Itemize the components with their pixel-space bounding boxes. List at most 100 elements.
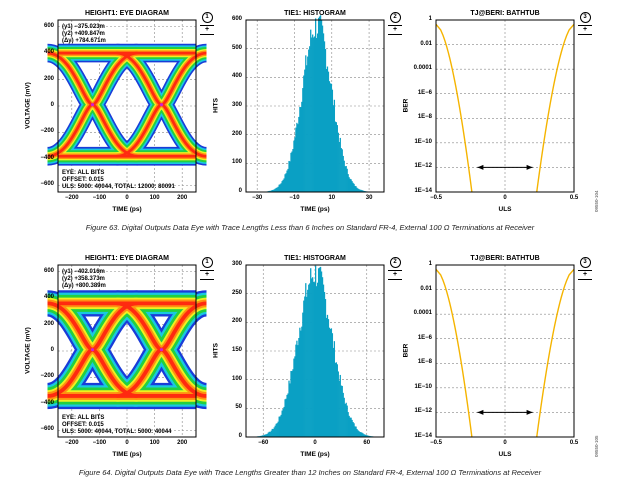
plot-area (245, 15, 385, 193)
x-tick-label: 0 (313, 440, 317, 446)
y-tick-label: 50 (235, 404, 242, 411)
y-tick-label: 150 (231, 347, 242, 353)
histogram-bar (317, 17, 320, 192)
histogram-bar (308, 284, 310, 437)
histogram-bar (259, 435, 262, 437)
histogram-bar (274, 188, 276, 192)
histogram-bar (338, 141, 340, 192)
y-tick-label: 200 (231, 130, 242, 137)
y-axis-label: BER (402, 98, 410, 113)
histogram-bar (326, 314, 329, 437)
histogram-bar (321, 277, 324, 437)
histogram-bar (305, 55, 307, 192)
histogram-bar (324, 49, 327, 193)
y-tick-label: 1E−6 (417, 89, 432, 96)
y-tick-label: 1E−14 (414, 433, 432, 439)
histogram-bar (269, 190, 271, 192)
histogram-bar (292, 149, 294, 192)
histogram-bar (286, 394, 288, 437)
badge-divider (578, 34, 592, 35)
y-tick-label: 1E−12 (414, 163, 432, 170)
histogram-bar (362, 433, 364, 437)
y-tick-label: 1E−10 (414, 383, 432, 390)
histogram-bar (277, 186, 279, 192)
figure-63-code: 09550-104 (594, 190, 599, 212)
y-tick-label: 1 (428, 261, 432, 267)
histogram-bar (336, 364, 338, 437)
histogram-bar (329, 83, 332, 192)
histogram-bar (272, 189, 274, 192)
histogram-bar (289, 383, 291, 437)
y-tick-label: 200 (43, 75, 54, 82)
x-tick-label: −0.5 (430, 195, 442, 201)
histogram-bar (367, 435, 369, 437)
histogram-bar (343, 160, 345, 192)
x-axis-label: ULS (498, 451, 512, 458)
histogram-bar (325, 317, 328, 437)
histogram-bar (297, 345, 299, 437)
y-tick-label: 0 (50, 102, 54, 108)
eye-info-text: EYE: ALL BITS (62, 415, 104, 421)
x-tick-label: 10 (328, 195, 336, 201)
histogram-bar (318, 267, 321, 437)
eye-info-text: OFFSET: 0.015 (62, 177, 104, 183)
histogram-bar (336, 125, 338, 192)
histogram-bar (365, 435, 367, 437)
histogram-bar (299, 327, 301, 437)
histogram-bar (319, 15, 322, 192)
plus-icon: + (392, 26, 398, 33)
histogram-bar (339, 137, 341, 192)
histogram-bar (296, 340, 298, 437)
chart-title: TIE1: HISTOGRAM (284, 10, 346, 17)
histogram-bar (363, 190, 365, 192)
y-tick-label: 1E−12 (414, 408, 432, 415)
histogram-bar (326, 66, 329, 192)
plot-area (435, 19, 575, 193)
histogram-bar (359, 431, 361, 437)
plot-area (245, 264, 385, 438)
histogram-bar (276, 423, 278, 437)
histogram-bar (261, 435, 264, 437)
histogram-bar (362, 190, 364, 192)
histogram-bar (359, 189, 361, 192)
histogram-bar (342, 392, 344, 437)
arrowhead-right-icon (526, 409, 533, 415)
histogram-bar (344, 403, 346, 437)
plus-icon: + (204, 26, 210, 33)
histogram-bar (331, 333, 334, 437)
histogram-bar (341, 149, 343, 192)
x-tick-label: 0 (125, 195, 129, 201)
y-tick-label: 200 (231, 318, 242, 325)
badge-divider (200, 34, 214, 35)
histogram-bar (266, 433, 268, 437)
histogram-bar (304, 69, 306, 192)
histogram-bar (328, 327, 331, 437)
y-tick-label: −200 (40, 128, 54, 135)
figure-63-caption: Figure 63. Digital Outputs Data Eye with… (85, 223, 535, 232)
channel-number-icon: 3 (579, 12, 591, 23)
badge-divider (578, 279, 592, 280)
histogram-bar (330, 328, 333, 437)
channel-badge-2: 2 + (388, 12, 402, 35)
x-tick-label: −10 (289, 195, 300, 201)
histogram-bar (316, 33, 319, 193)
channel-badge-1: 1 + (200, 257, 214, 280)
histogram-bar (282, 408, 284, 437)
figure-64-caption: Figure 64. Digital Outputs Data Eye with… (78, 468, 542, 477)
badge-divider (200, 270, 214, 271)
x-tick-label: 100 (149, 195, 160, 201)
histogram-bar (314, 36, 316, 193)
histogram-bar (334, 121, 336, 192)
histogram-bar (312, 34, 314, 193)
histogram-bar (285, 173, 287, 192)
plot-area (435, 264, 575, 438)
histogram-bar (329, 328, 332, 437)
eye-info-text: OFFSET: 0.015 (62, 422, 104, 428)
plot-frame (57, 19, 197, 193)
histogram-bar (267, 432, 269, 437)
histogram-bar (291, 371, 293, 437)
histogram-bar (270, 190, 272, 192)
y-tick-label: −400 (40, 154, 54, 161)
histogram-bar (317, 268, 320, 437)
histogram-bar (298, 338, 300, 437)
